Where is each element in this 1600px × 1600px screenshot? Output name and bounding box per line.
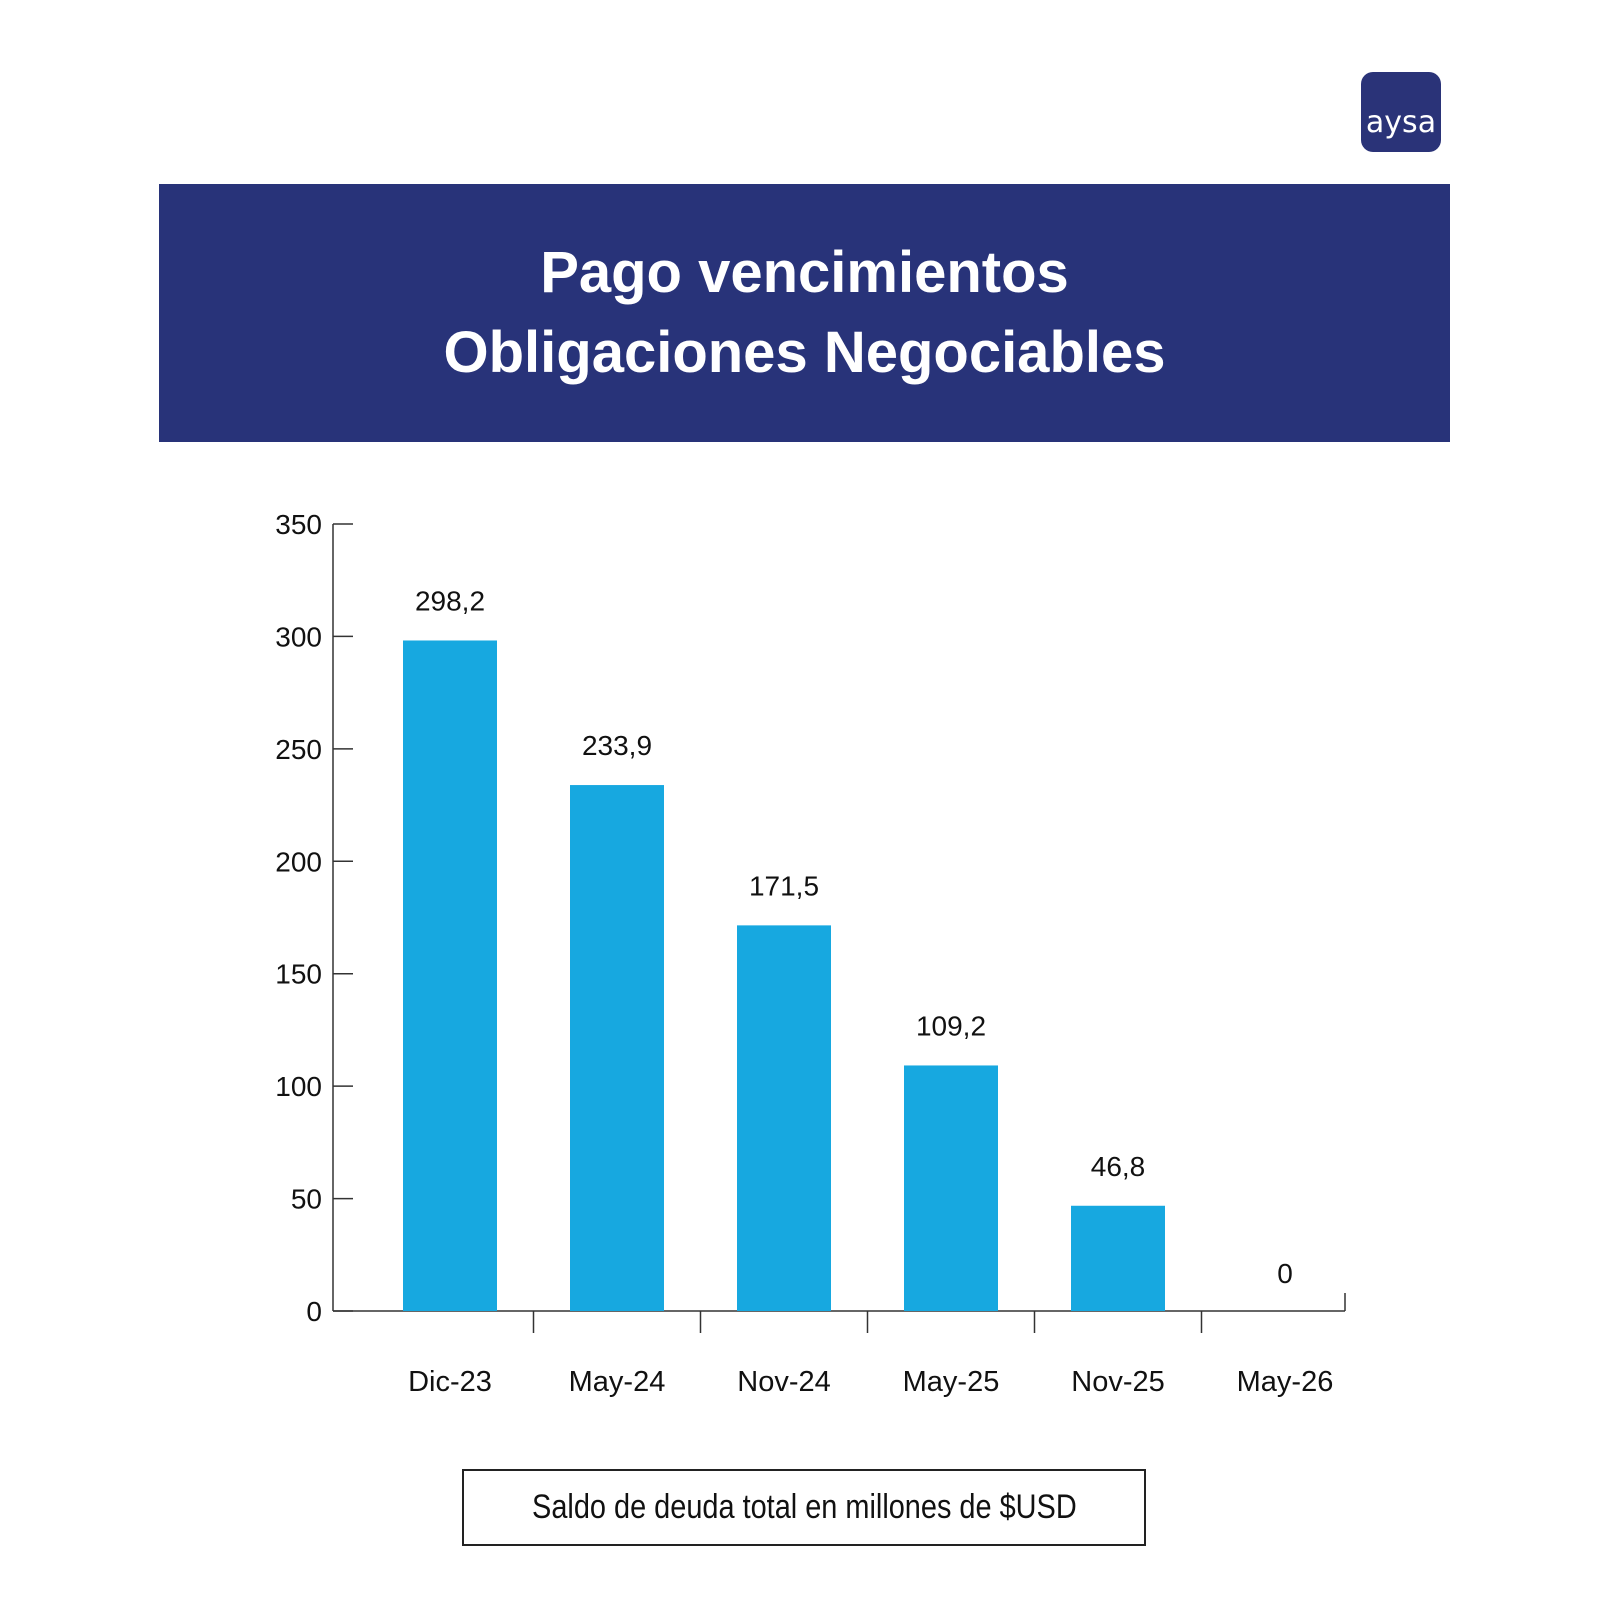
y-tick-label: 100 <box>275 1071 322 1102</box>
x-tick-label: Nov-25 <box>1071 1366 1165 1398</box>
y-tick-label: 0 <box>306 1296 322 1327</box>
x-tick-label: Nov-24 <box>737 1366 831 1398</box>
data-label: 109,2 <box>916 1010 986 1041</box>
bar <box>904 1065 998 1311</box>
bar <box>403 640 497 1311</box>
data-label: 233,9 <box>582 730 652 761</box>
y-tick-label: 200 <box>275 846 322 877</box>
logo-text: aysa <box>1365 105 1437 140</box>
bar <box>737 925 831 1311</box>
data-label: 0 <box>1277 1258 1293 1289</box>
data-label: 46,8 <box>1091 1151 1146 1182</box>
x-tick-label: Dic-23 <box>408 1366 492 1398</box>
aysa-logo: aysa <box>1361 72 1441 152</box>
bar <box>570 785 664 1311</box>
title-line-2: Obligaciones Negociables <box>443 320 1166 385</box>
legend-box: Saldo de deuda total en millones de $USD <box>462 1469 1146 1546</box>
bar <box>1071 1205 1165 1311</box>
data-label: 171,5 <box>749 870 819 901</box>
y-tick-label: 300 <box>275 621 322 652</box>
y-tick-label: 150 <box>275 959 322 990</box>
title-banner: Pago vencimientos Obligaciones Negociabl… <box>159 184 1450 442</box>
y-tick-label: 250 <box>275 734 322 765</box>
y-tick-label: 50 <box>291 1184 322 1215</box>
x-tick-label: May-24 <box>569 1366 666 1398</box>
title-line-1: Pago vencimientos <box>540 240 1069 305</box>
legend-text: Saldo de deuda total en millones de $USD <box>531 1488 1077 1526</box>
x-tick-label: May-26 <box>1237 1366 1334 1398</box>
y-tick-label: 350 <box>275 509 322 540</box>
x-tick-label: May-25 <box>903 1366 1000 1398</box>
data-label: 298,2 <box>415 585 485 616</box>
